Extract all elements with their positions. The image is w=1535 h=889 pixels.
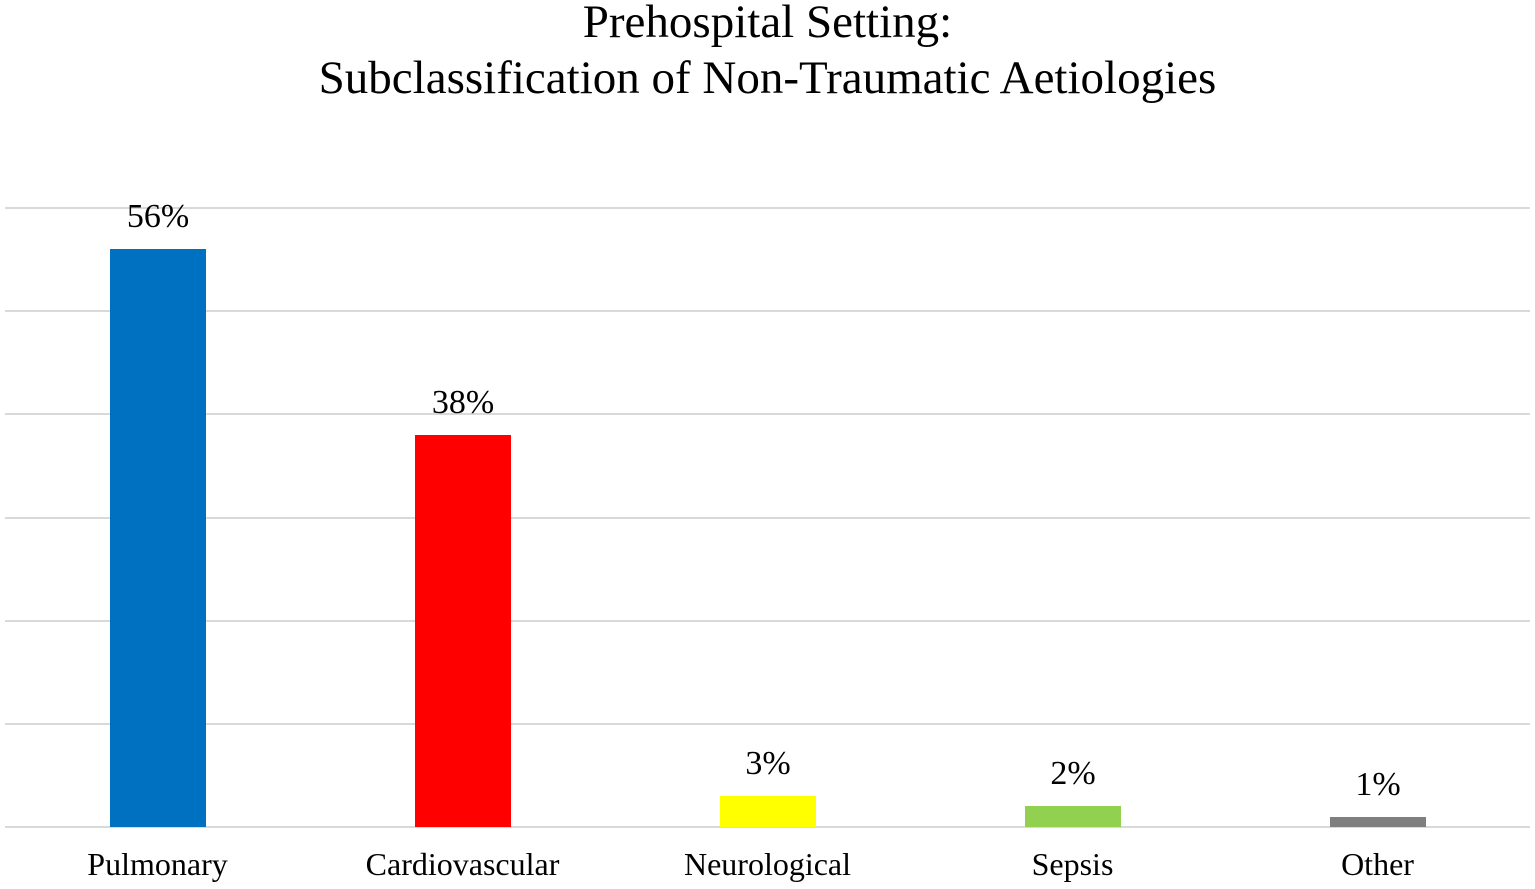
category-label-neurological: Neurological [683, 846, 852, 882]
category-label-pulmonary: Pulmonary [87, 846, 228, 882]
category-label-other: Other [1341, 846, 1414, 882]
category-label-cardiovascular: Cardiovascular [365, 846, 560, 882]
gridline-60pct [5, 207, 1530, 209]
value-label-other: 1% [1355, 766, 1401, 803]
bar-pulmonary [110, 249, 206, 827]
value-label-neurological: 3% [745, 745, 791, 782]
gridline-30pct [5, 517, 1530, 519]
gridline-10pct [5, 723, 1530, 725]
chart-title: Prehospital Setting: Subclassification o… [0, 0, 1535, 106]
value-label-sepsis: 2% [1050, 755, 1096, 792]
bar-cardiovascular [415, 435, 511, 827]
gridline-20pct [5, 620, 1530, 622]
category-label-sepsis: Sepsis [1031, 846, 1114, 882]
bar-neurological [720, 796, 816, 827]
gridline-0pct [5, 826, 1530, 828]
value-label-pulmonary: 56% [126, 198, 190, 235]
bar-sepsis [1025, 806, 1121, 827]
chart-title-line1: Prehospital Setting: [582, 0, 953, 48]
bar-other [1330, 817, 1426, 827]
value-label-cardiovascular: 38% [431, 384, 495, 421]
chart-title-line2: Subclassification of Non-Traumatic Aetio… [318, 52, 1217, 104]
gridline-50pct [5, 310, 1530, 312]
gridline-40pct [5, 413, 1530, 415]
